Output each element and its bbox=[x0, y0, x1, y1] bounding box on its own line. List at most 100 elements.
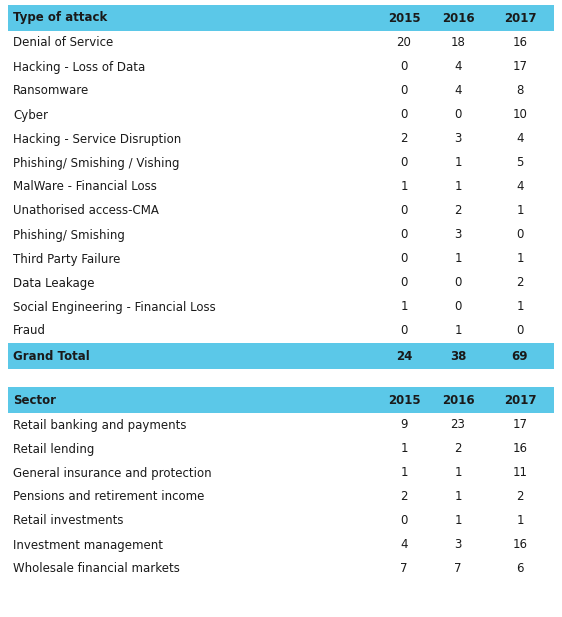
Text: 23: 23 bbox=[451, 418, 465, 431]
Text: 0: 0 bbox=[454, 276, 462, 289]
Text: 7: 7 bbox=[400, 563, 408, 576]
Bar bbox=[8, 79, 554, 103]
Text: 1: 1 bbox=[516, 515, 524, 528]
Bar bbox=[8, 247, 554, 271]
Text: 2016: 2016 bbox=[442, 394, 474, 407]
Text: 20: 20 bbox=[397, 36, 411, 49]
Text: Retail investments: Retail investments bbox=[13, 515, 124, 528]
Bar bbox=[8, 343, 554, 369]
Text: 1: 1 bbox=[454, 466, 462, 479]
Text: Hacking - Loss of Data: Hacking - Loss of Data bbox=[13, 60, 145, 73]
Text: 16: 16 bbox=[513, 442, 528, 455]
Text: Social Engineering - Financial Loss: Social Engineering - Financial Loss bbox=[13, 300, 216, 313]
Text: Investment management: Investment management bbox=[13, 539, 163, 552]
Bar bbox=[8, 319, 554, 343]
Text: Type of attack: Type of attack bbox=[13, 12, 107, 25]
Text: 3: 3 bbox=[454, 228, 462, 241]
Text: 3: 3 bbox=[454, 539, 462, 552]
Text: Grand Total: Grand Total bbox=[13, 349, 90, 363]
Bar bbox=[8, 437, 554, 461]
Text: 2: 2 bbox=[400, 133, 408, 146]
Text: Sector: Sector bbox=[13, 394, 56, 407]
Text: Unathorised access-CMA: Unathorised access-CMA bbox=[13, 204, 159, 218]
Text: 2017: 2017 bbox=[504, 394, 536, 407]
Text: MalWare - Financial Loss: MalWare - Financial Loss bbox=[13, 181, 157, 194]
Text: 2015: 2015 bbox=[388, 12, 420, 25]
Text: 1: 1 bbox=[454, 515, 462, 528]
Text: Wholesale financial markets: Wholesale financial markets bbox=[13, 563, 180, 576]
Bar bbox=[8, 5, 554, 31]
Text: 0: 0 bbox=[400, 109, 407, 122]
Text: 1: 1 bbox=[400, 300, 408, 313]
Text: Retail banking and payments: Retail banking and payments bbox=[13, 418, 187, 431]
Text: 1: 1 bbox=[400, 181, 408, 194]
Text: Pensions and retirement income: Pensions and retirement income bbox=[13, 491, 205, 503]
Text: 2017: 2017 bbox=[504, 12, 536, 25]
Text: 0: 0 bbox=[400, 325, 407, 337]
Bar bbox=[8, 295, 554, 319]
Text: 24: 24 bbox=[396, 349, 412, 363]
Text: 0: 0 bbox=[516, 228, 524, 241]
Text: 6: 6 bbox=[516, 563, 524, 576]
Text: 4: 4 bbox=[454, 60, 462, 73]
Text: 2: 2 bbox=[516, 276, 524, 289]
Text: 9: 9 bbox=[400, 418, 408, 431]
Text: 0: 0 bbox=[454, 300, 462, 313]
Text: 4: 4 bbox=[400, 539, 408, 552]
Text: 0: 0 bbox=[400, 276, 407, 289]
Text: Fraud: Fraud bbox=[13, 325, 46, 337]
Bar bbox=[8, 387, 554, 413]
Text: Phishing/ Smishing: Phishing/ Smishing bbox=[13, 228, 125, 241]
Text: 0: 0 bbox=[400, 515, 407, 528]
Text: 1: 1 bbox=[516, 204, 524, 218]
Text: 0: 0 bbox=[400, 204, 407, 218]
Text: Hacking - Service Disruption: Hacking - Service Disruption bbox=[13, 133, 182, 146]
Text: 16: 16 bbox=[513, 36, 528, 49]
Text: General insurance and protection: General insurance and protection bbox=[13, 466, 212, 479]
Bar bbox=[8, 175, 554, 199]
Bar bbox=[8, 31, 554, 55]
Text: 2015: 2015 bbox=[388, 394, 420, 407]
Text: 4: 4 bbox=[454, 85, 462, 97]
Text: 11: 11 bbox=[513, 466, 528, 479]
Text: 0: 0 bbox=[400, 157, 407, 170]
Text: 4: 4 bbox=[516, 133, 524, 146]
Text: 2: 2 bbox=[516, 491, 524, 503]
Bar bbox=[8, 199, 554, 223]
Text: 2: 2 bbox=[400, 491, 408, 503]
Bar bbox=[8, 103, 554, 127]
Text: 1: 1 bbox=[516, 252, 524, 265]
Text: 69: 69 bbox=[512, 349, 528, 363]
Bar bbox=[8, 151, 554, 175]
Bar bbox=[8, 271, 554, 295]
Bar bbox=[8, 461, 554, 485]
Text: Phishing/ Smishing / Vishing: Phishing/ Smishing / Vishing bbox=[13, 157, 179, 170]
Text: 1: 1 bbox=[516, 300, 524, 313]
Text: 7: 7 bbox=[454, 563, 462, 576]
Text: 1: 1 bbox=[454, 252, 462, 265]
Text: 17: 17 bbox=[513, 418, 528, 431]
Text: 4: 4 bbox=[516, 181, 524, 194]
Text: 17: 17 bbox=[513, 60, 528, 73]
Text: 1: 1 bbox=[454, 491, 462, 503]
Text: Data Leakage: Data Leakage bbox=[13, 276, 94, 289]
Text: 8: 8 bbox=[516, 85, 524, 97]
Text: 38: 38 bbox=[450, 349, 466, 363]
Bar bbox=[8, 533, 554, 557]
Text: Ransomware: Ransomware bbox=[13, 85, 89, 97]
Text: 0: 0 bbox=[400, 252, 407, 265]
Text: 5: 5 bbox=[516, 157, 524, 170]
Text: Denial of Service: Denial of Service bbox=[13, 36, 114, 49]
Text: Cyber: Cyber bbox=[13, 109, 48, 122]
Text: 1: 1 bbox=[454, 181, 462, 194]
Bar bbox=[8, 127, 554, 151]
Text: 0: 0 bbox=[400, 60, 407, 73]
Bar bbox=[8, 557, 554, 581]
Bar bbox=[8, 223, 554, 247]
Text: 0: 0 bbox=[400, 85, 407, 97]
Text: 1: 1 bbox=[454, 157, 462, 170]
Text: 1: 1 bbox=[454, 325, 462, 337]
Text: 2016: 2016 bbox=[442, 12, 474, 25]
Text: Retail lending: Retail lending bbox=[13, 442, 94, 455]
Text: 2: 2 bbox=[454, 442, 462, 455]
